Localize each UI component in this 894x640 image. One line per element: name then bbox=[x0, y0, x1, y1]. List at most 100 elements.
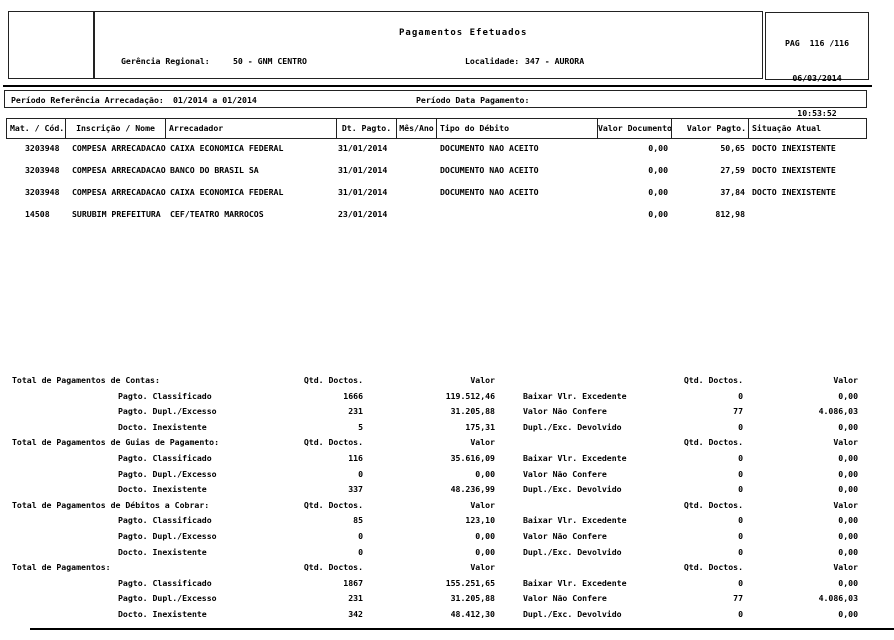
totals-left-qtd: 231 bbox=[348, 406, 363, 417]
logo-box bbox=[8, 11, 94, 79]
totals-left-label: Docto. Inexistente bbox=[118, 609, 207, 619]
totals-right-label: Dupl./Exc. Devolvido bbox=[523, 609, 622, 619]
totals-right-valor: 0,00 bbox=[838, 609, 858, 619]
column-header-arrecadador: Arrecadador bbox=[166, 119, 337, 138]
totals-right-valor: 0,00 bbox=[838, 577, 858, 588]
valor-header: Valor bbox=[833, 375, 858, 385]
totals-left-valor: 35.616,09 bbox=[450, 453, 495, 463]
totals-line: Docto. Inexistente 0 0,00 Dupl./Exc. Devolv… bbox=[0, 547, 894, 560]
cell-inscricao: SURUBIM PREFEITURA bbox=[72, 209, 161, 219]
valor-header: Valor bbox=[833, 499, 858, 510]
qtd-doctos-header: Qtd. Doctos. bbox=[303, 437, 363, 448]
totals-right-valor: 4.086,03 bbox=[818, 406, 858, 417]
totals-left-valor: 31.205,88 bbox=[450, 406, 495, 417]
totals-left-qtd: 5 bbox=[358, 421, 363, 432]
totals-left-qtd: 0 bbox=[358, 468, 363, 479]
totals-group-header: Total de Pagamentos de Contas: Qtd. Docto… bbox=[0, 375, 894, 388]
totals-right-label: Baixar Vlr. Excedente bbox=[523, 453, 627, 463]
cell-valor-pagto: 37,84 bbox=[720, 187, 745, 197]
table-row: 3203948 COMPESA ARRECADACAO CAIXA ECONOMIC… bbox=[0, 143, 894, 155]
totals-line: Docto. Inexistente 342 48.412,30 Dupl./Exc.… bbox=[0, 609, 894, 622]
qtd-doctos-header: Qtd. Doctos. bbox=[683, 437, 743, 448]
periodo-box: Período Referência Arrecadação: 01/2014 … bbox=[4, 90, 867, 108]
totals-left-qtd: 1867 bbox=[343, 577, 363, 588]
cell-valor-pagto: 27,59 bbox=[720, 165, 745, 175]
totals-left-label: Pagto. Dupl./Excesso bbox=[118, 406, 217, 417]
localidade-value: 347 - AURORA bbox=[525, 56, 585, 66]
totals-right-label: Baixar Vlr. Excedente bbox=[523, 577, 627, 588]
totals-line: Pagto. Dupl./Excesso 231 31.205,88 Valor Nã… bbox=[0, 406, 894, 419]
totals-right-qtd: 0 bbox=[738, 390, 743, 401]
totals-group-title: Total de Pagamentos: bbox=[12, 562, 111, 573]
totals-right-qtd: 77 bbox=[733, 406, 743, 417]
cell-valor-documento: 0,00 bbox=[648, 165, 668, 175]
totals-group-title: Total de Pagamentos de Contas: bbox=[12, 375, 160, 385]
totals-left-valor: 0,00 bbox=[475, 531, 495, 541]
report-time: 10:53:52 bbox=[797, 108, 837, 118]
cell-dt-pagto: 31/01/2014 bbox=[338, 187, 388, 197]
totals-left-valor: 48.412,30 bbox=[450, 609, 495, 619]
totals-right-qtd: 0 bbox=[738, 468, 743, 479]
qtd-doctos-header: Qtd. Doctos. bbox=[683, 562, 743, 573]
valor-header: Valor bbox=[833, 562, 858, 573]
totals-right-valor: 4.086,03 bbox=[818, 593, 858, 604]
cell-valor-documento: 0,00 bbox=[648, 209, 668, 219]
totals-left-valor: 155.251,65 bbox=[445, 577, 495, 588]
totals-right-valor: 0,00 bbox=[838, 390, 858, 401]
totals-right-qtd: 0 bbox=[738, 453, 743, 463]
cell-tipo-debito: DOCUMENTO NAO ACEITO bbox=[440, 143, 539, 153]
column-header-valor-documento: Valor Documento bbox=[598, 119, 672, 138]
totals-line: Pagto. Classificado 85 123,10 Baixar Vlr. E… bbox=[0, 515, 894, 528]
cell-situacao: DOCTO INEXISTENTE bbox=[752, 143, 836, 153]
totals-line: Pagto. Classificado 116 35.616,09 Baixar Vl… bbox=[0, 453, 894, 466]
periodo-pagamento-label: Período Data Pagamento: bbox=[416, 95, 530, 105]
totals-right-label: Dupl./Exc. Devolvido bbox=[523, 484, 622, 495]
totals-left-qtd: 116 bbox=[348, 453, 363, 463]
cell-inscricao: COMPESA ARRECADACAO bbox=[72, 143, 166, 153]
totals-left-label: Pagto. Dupl./Excesso bbox=[118, 531, 217, 541]
periodo-referencia-label: Período Referência Arrecadação: bbox=[11, 95, 164, 105]
gerencia-regional-label: Gerência Regional: bbox=[121, 56, 210, 66]
cell-dt-pagto: 31/01/2014 bbox=[338, 165, 388, 175]
page-info-box: PAG 116 /116 06/03/2014 10:53:52 bbox=[765, 12, 869, 118]
table-header-row: Mat. / Cód. Inscrição / Nome Arrecadador… bbox=[6, 118, 867, 139]
totals-left-label: Docto. Inexistente bbox=[118, 546, 207, 557]
totals-left-valor: 0,00 bbox=[475, 546, 495, 557]
totals-left-valor: 175,31 bbox=[465, 421, 495, 432]
totals-left-label: Docto. Inexistente bbox=[118, 421, 207, 432]
totals-right-valor: 0,00 bbox=[838, 453, 858, 463]
totals-left-valor: 0,00 bbox=[475, 468, 495, 479]
totals-line: Docto. Inexistente 5 175,31 Dupl./Exc. Devo… bbox=[0, 422, 894, 435]
totals-left-qtd: 337 bbox=[348, 484, 363, 495]
totals-group-header: Total de Pagamentos: Qtd. Doctos. Valor Qtd… bbox=[0, 562, 894, 575]
valor-header: Valor bbox=[470, 562, 495, 573]
cell-valor-documento: 0,00 bbox=[648, 187, 668, 197]
totals-left-qtd: 0 bbox=[358, 546, 363, 557]
table-row: 14508 SURUBIM PREFEITURA CEF/TEATRO MARROC… bbox=[0, 209, 894, 221]
totals-left-label: Pagto. Classificado bbox=[118, 515, 212, 526]
totals-left-valor: 123,10 bbox=[465, 515, 495, 526]
cell-dt-pagto: 23/01/2014 bbox=[338, 209, 388, 219]
totals-right-qtd: 0 bbox=[738, 484, 743, 495]
totals-left-label: Pagto. Classificado bbox=[118, 453, 212, 463]
qtd-doctos-header: Qtd. Doctos. bbox=[303, 499, 363, 510]
totals-group-title: Total de Pagamentos de Guias de Pagament… bbox=[12, 437, 220, 448]
qtd-doctos-header: Qtd. Doctos. bbox=[303, 375, 363, 385]
valor-header: Valor bbox=[470, 437, 495, 448]
cell-mat: 3203948 bbox=[25, 165, 60, 175]
localidade-label: Localidade: bbox=[465, 56, 520, 66]
table-row: 3203948 COMPESA ARRECADACAO BANCO DO BRASI… bbox=[0, 165, 894, 177]
totals-right-valor: 0,00 bbox=[838, 421, 858, 432]
totals-right-label: Baixar Vlr. Excedente bbox=[523, 515, 627, 526]
cell-arrecadador: BANCO DO BRASIL SA bbox=[170, 165, 259, 175]
totals-right-qtd: 0 bbox=[738, 609, 743, 619]
totals-right-label: Baixar Vlr. Excedente bbox=[523, 390, 627, 401]
table-row: 3203948 COMPESA ARRECADACAO CAIXA ECONOMIC… bbox=[0, 187, 894, 199]
totals-group-header: Total de Pagamentos de Guias de Pagament… bbox=[0, 437, 894, 450]
totals-left-qtd: 231 bbox=[348, 593, 363, 604]
cell-mat: 14508 bbox=[25, 209, 50, 219]
totals-right-label: Valor Não Confere bbox=[523, 468, 607, 479]
totals-left-valor: 31.205,88 bbox=[450, 593, 495, 604]
totals-right-label: Dupl./Exc. Devolvido bbox=[523, 546, 622, 557]
cell-situacao: DOCTO INEXISTENTE bbox=[752, 165, 836, 175]
